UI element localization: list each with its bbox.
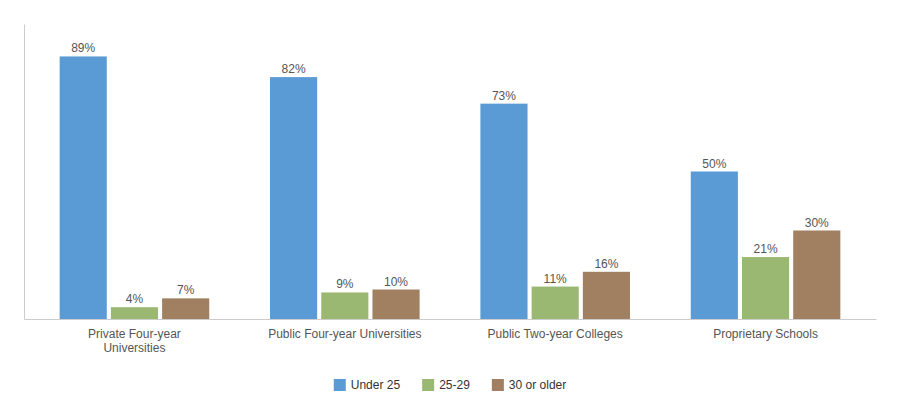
y-axis-line: [24, 25, 25, 320]
x-axis-line: [25, 319, 877, 320]
x-axis: Private Four-yearUniversities Public Four…: [25, 319, 877, 355]
x-tick-label: Private Four-yearUniversities: [88, 327, 181, 355]
data-label: 50%: [702, 157, 726, 171]
legend-label: 25-29: [439, 378, 470, 392]
data-label: 10%: [384, 275, 408, 289]
x-tick-label: Public Four-year Universities: [268, 327, 421, 341]
data-label: 7%: [177, 283, 195, 297]
data-label: 11%: [544, 272, 567, 286]
data-label: 4%: [126, 292, 144, 306]
data-label: 89%: [71, 41, 95, 55]
bar-series: [111, 257, 789, 319]
bar: [60, 56, 107, 319]
data-label: 9%: [336, 277, 354, 291]
bar: [162, 298, 209, 319]
chart: Private Four-yearUniversities Public Four…: [0, 0, 900, 415]
legend-label: Under 25: [351, 378, 401, 392]
x-tick-label-line: Public Two-year Colleges: [488, 327, 623, 341]
bar: [372, 290, 419, 320]
data-labels: 89% 82% 73% 50% 4% 9% 11% 21% 7% 10% 16% 30%: [71, 41, 829, 306]
x-tick: Public Four-year Universities: [268, 319, 421, 341]
bar-series: [162, 231, 840, 320]
x-tick-label-line: Public Four-year Universities: [268, 327, 421, 341]
bar: [111, 307, 158, 319]
bar: [270, 77, 317, 319]
legend: Under 25 25-29 30 or older: [334, 378, 566, 392]
legend-label: 30 or older: [509, 378, 566, 392]
legend-swatch: [492, 379, 504, 391]
plot: Private Four-yearUniversities Public Four…: [25, 25, 877, 355]
legend-item: Under 25: [334, 378, 401, 392]
bar-series: [60, 56, 738, 319]
bars: [60, 56, 841, 319]
data-label: 21%: [754, 242, 778, 256]
bar: [321, 292, 368, 319]
legend-swatch: [334, 379, 346, 391]
x-tick-label-line: Proprietary Schools: [713, 327, 818, 341]
y-axis: [24, 25, 25, 320]
legend-item: 25-29: [422, 378, 470, 392]
bar: [532, 287, 579, 319]
x-tick-label-line: Private Four-year: [88, 327, 181, 341]
bar: [583, 272, 630, 319]
x-tick-label: Proprietary Schools: [713, 327, 818, 341]
data-label: 30%: [805, 216, 829, 230]
x-tick-label-line: Universities: [103, 341, 165, 355]
x-tick-label: Public Two-year Colleges: [488, 327, 623, 341]
data-label: 73%: [492, 89, 516, 103]
bar: [480, 104, 527, 319]
data-label: 82%: [282, 62, 306, 76]
x-tick: Proprietary Schools: [713, 319, 818, 341]
x-tick: Private Four-yearUniversities: [88, 319, 181, 355]
bar: [742, 257, 789, 319]
bar: [793, 231, 840, 320]
x-tick: Public Two-year Colleges: [488, 319, 623, 341]
data-label: 16%: [594, 257, 618, 271]
bar: [691, 172, 738, 320]
legend-swatch: [422, 379, 434, 391]
legend-item: 30 or older: [492, 378, 566, 392]
